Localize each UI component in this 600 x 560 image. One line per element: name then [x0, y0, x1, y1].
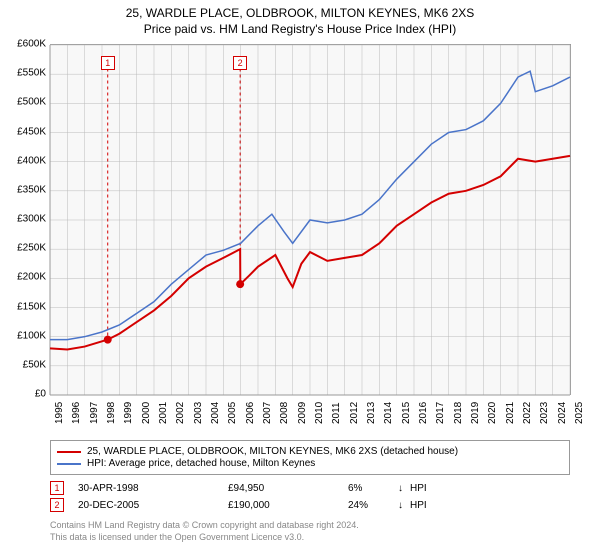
- x-tick-label: 2006: [245, 402, 256, 424]
- y-tick-label: £550K: [17, 68, 46, 79]
- y-tick-label: £0: [35, 389, 46, 400]
- x-tick-label: 2005: [227, 402, 238, 424]
- x-tick-label: 1998: [106, 402, 117, 424]
- x-tick-label: 1999: [123, 402, 134, 424]
- sales-date: 30-APR-1998: [78, 483, 228, 494]
- sales-pct: 6%: [348, 483, 398, 494]
- x-tick-label: 2002: [175, 402, 186, 424]
- x-tick-label: 2021: [505, 402, 516, 424]
- y-tick-label: £400K: [17, 155, 46, 166]
- x-tick-label: 2015: [401, 402, 412, 424]
- legend-item: 25, WARDLE PLACE, OLDBROOK, MILTON KEYNE…: [57, 446, 563, 457]
- x-tick-label: 2004: [210, 402, 221, 424]
- legend-label: 25, WARDLE PLACE, OLDBROOK, MILTON KEYNE…: [87, 446, 458, 457]
- y-tick-label: £450K: [17, 126, 46, 137]
- sales-row: 1 30-APR-1998£94,9506%↓HPI: [50, 481, 570, 495]
- title-line2: Price paid vs. HM Land Registry's House …: [0, 22, 600, 36]
- sales-marker: 2: [50, 498, 64, 512]
- x-tick-label: 2009: [297, 402, 308, 424]
- y-tick-label: £150K: [17, 301, 46, 312]
- y-axis: £0£50K£100K£150K£200K£250K£300K£350K£400…: [0, 44, 50, 394]
- sales-date: 20-DEC-2005: [78, 500, 228, 511]
- sale-marker: 2: [233, 56, 247, 70]
- y-tick-label: £500K: [17, 97, 46, 108]
- x-tick-label: 2019: [470, 402, 481, 424]
- sales-hpi-label: HPI: [410, 483, 427, 494]
- sales-arrow-icon: ↓: [398, 500, 410, 511]
- legend-label: HPI: Average price, detached house, Milt…: [87, 458, 315, 469]
- title-line1: 25, WARDLE PLACE, OLDBROOK, MILTON KEYNE…: [0, 6, 600, 20]
- disclaimer-line1: Contains HM Land Registry data © Crown c…: [50, 520, 570, 532]
- sales-row: 2 20-DEC-2005£190,00024%↓HPI: [50, 498, 570, 512]
- x-tick-label: 2007: [262, 402, 273, 424]
- y-tick-label: £300K: [17, 214, 46, 225]
- x-tick-label: 1996: [71, 402, 82, 424]
- x-tick-label: 2023: [539, 402, 550, 424]
- sales-table: 1 30-APR-1998£94,9506%↓HPI 2 20-DEC-2005£19…: [50, 478, 570, 515]
- x-tick-label: 2008: [279, 402, 290, 424]
- sale-marker: 1: [101, 56, 115, 70]
- y-tick-label: £200K: [17, 272, 46, 283]
- x-axis: 1995 1996 1997 1998 1999 2000 2001 2002 2003 2004…: [50, 394, 570, 434]
- x-tick-label: 2020: [487, 402, 498, 424]
- x-tick-label: 2013: [366, 402, 377, 424]
- x-tick-label: 2001: [158, 402, 169, 424]
- x-tick-label: 2024: [557, 402, 568, 424]
- legend-swatch: [57, 463, 81, 465]
- sales-pct: 24%: [348, 500, 398, 511]
- y-tick-label: £100K: [17, 330, 46, 341]
- chart-container: 25, WARDLE PLACE, OLDBROOK, MILTON KEYNE…: [0, 0, 600, 560]
- x-tick-label: 1995: [54, 402, 65, 424]
- y-tick-label: £600K: [17, 39, 46, 50]
- x-tick-label: 2022: [522, 402, 533, 424]
- x-tick-label: 1997: [89, 402, 100, 424]
- chart-svg: [50, 45, 570, 395]
- legend-item: HPI: Average price, detached house, Milt…: [57, 458, 563, 469]
- disclaimer: Contains HM Land Registry data © Crown c…: [50, 520, 570, 543]
- title-area: 25, WARDLE PLACE, OLDBROOK, MILTON KEYNE…: [0, 0, 600, 36]
- y-tick-label: £350K: [17, 184, 46, 195]
- x-tick-label: 2018: [453, 402, 464, 424]
- sales-marker: 1: [50, 481, 64, 495]
- legend-swatch: [57, 451, 81, 453]
- x-tick-label: 2014: [383, 402, 394, 424]
- chart-plot-area: 12: [50, 44, 571, 395]
- sales-price: £94,950: [228, 483, 348, 494]
- x-tick-label: 2016: [418, 402, 429, 424]
- x-tick-label: 2000: [141, 402, 152, 424]
- y-tick-label: £50K: [23, 359, 46, 370]
- x-tick-label: 2003: [193, 402, 204, 424]
- sales-price: £190,000: [228, 500, 348, 511]
- legend: 25, WARDLE PLACE, OLDBROOK, MILTON KEYNE…: [50, 440, 570, 475]
- sales-hpi-label: HPI: [410, 500, 427, 511]
- sales-arrow-icon: ↓: [398, 483, 410, 494]
- x-tick-label: 2010: [314, 402, 325, 424]
- disclaimer-line2: This data is licensed under the Open Gov…: [50, 532, 570, 544]
- x-tick-label: 2012: [349, 402, 360, 424]
- x-tick-label: 2011: [331, 402, 342, 424]
- y-tick-label: £250K: [17, 243, 46, 254]
- x-tick-label: 2025: [574, 402, 585, 424]
- x-tick-label: 2017: [435, 402, 446, 424]
